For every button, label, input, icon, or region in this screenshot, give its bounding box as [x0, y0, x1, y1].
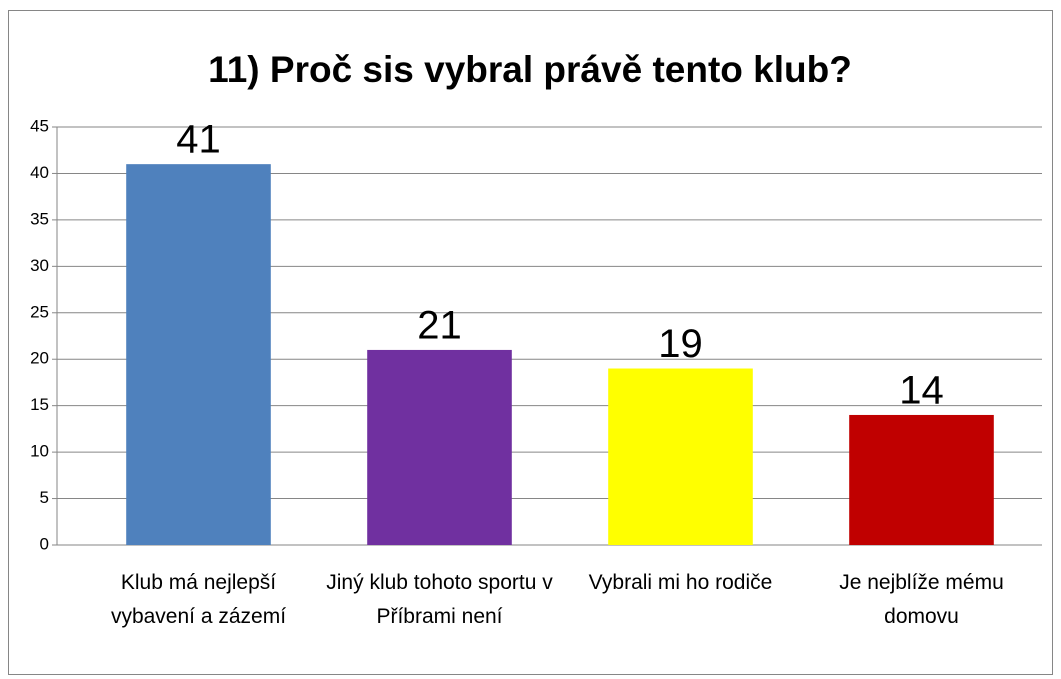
bar — [849, 414, 994, 545]
x-tick-label: Je nejblíže mému domovu — [839, 571, 1004, 628]
data-label: 19 — [658, 322, 703, 366]
bar — [608, 368, 753, 545]
bar — [367, 349, 512, 545]
y-tick-label: 30 — [30, 256, 49, 275]
y-tick-label: 5 — [40, 488, 49, 507]
y-tick-label: 0 — [40, 534, 49, 553]
y-tick-label: 35 — [30, 209, 49, 228]
y-tick-label: 25 — [30, 302, 49, 321]
data-label: 21 — [417, 303, 462, 347]
bar — [126, 164, 271, 545]
y-tick-label: 15 — [30, 395, 49, 414]
y-tick-label: 45 — [30, 116, 49, 135]
x-tick-label: Klub má nejlepší vybavení a zázemí — [110, 571, 287, 628]
chart-title: 11) Proč sis vybral právě tento klub? — [208, 49, 852, 90]
x-tick-label: Jiný klub tohoto sportu v Příbrami není — [326, 571, 553, 628]
data-label: 41 — [176, 118, 221, 162]
data-label: 14 — [899, 369, 944, 413]
y-tick-label: 10 — [30, 442, 49, 461]
y-tick-label: 20 — [30, 349, 49, 368]
y-tick-label: 40 — [30, 163, 49, 182]
x-tick-label: Vybrali mi ho rodiče — [588, 571, 773, 594]
